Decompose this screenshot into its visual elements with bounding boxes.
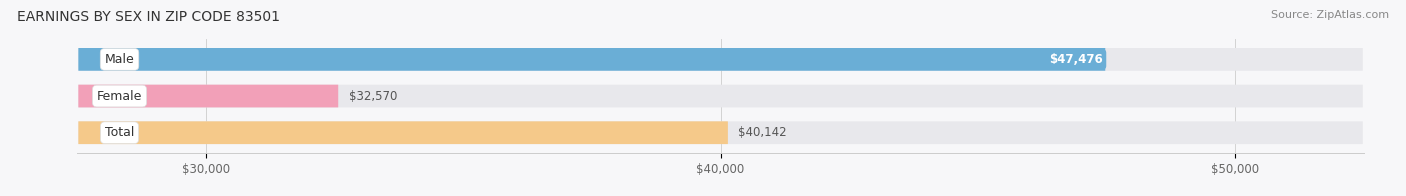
FancyBboxPatch shape xyxy=(79,121,1362,144)
Text: Male: Male xyxy=(104,53,135,66)
FancyBboxPatch shape xyxy=(79,48,1105,71)
FancyBboxPatch shape xyxy=(79,85,1362,107)
Text: $32,570: $32,570 xyxy=(349,90,396,103)
Text: Female: Female xyxy=(97,90,142,103)
Text: $40,142: $40,142 xyxy=(738,126,787,139)
Text: EARNINGS BY SEX IN ZIP CODE 83501: EARNINGS BY SEX IN ZIP CODE 83501 xyxy=(17,10,280,24)
FancyBboxPatch shape xyxy=(79,121,728,144)
FancyBboxPatch shape xyxy=(79,85,339,107)
FancyBboxPatch shape xyxy=(79,48,1362,71)
Text: $47,476: $47,476 xyxy=(1049,53,1102,66)
Text: Source: ZipAtlas.com: Source: ZipAtlas.com xyxy=(1271,10,1389,20)
Text: Total: Total xyxy=(105,126,134,139)
